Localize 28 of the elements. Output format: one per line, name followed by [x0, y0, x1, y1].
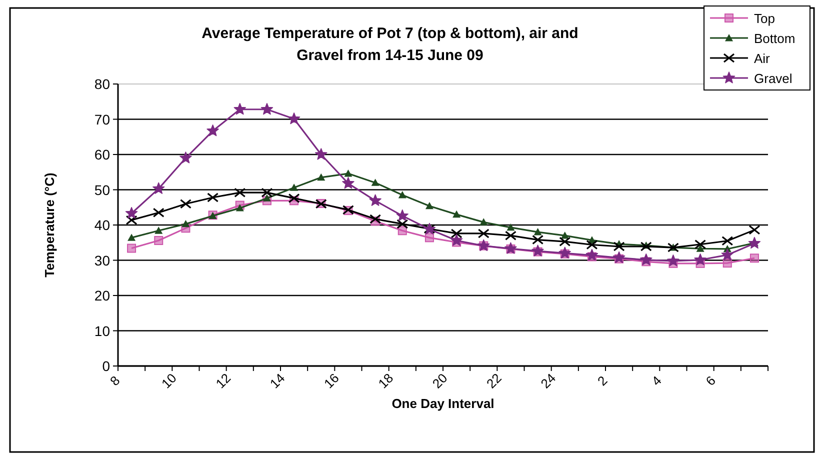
x-tick-label: 2 [594, 372, 610, 389]
legend-label: Gravel [754, 71, 792, 86]
x-tick-label: 20 [429, 370, 450, 392]
legend-label: Bottom [754, 31, 796, 46]
x-tick-label: 8 [106, 372, 123, 389]
x-tick-label: 14 [266, 370, 288, 392]
x-tick-label: 24 [538, 370, 559, 392]
y-tick-label: 40 [94, 217, 110, 233]
y-tick-label: 50 [94, 182, 110, 198]
y-tick-label: 80 [94, 76, 110, 92]
y-tick-label: 60 [94, 146, 110, 162]
y-axis-title: Temperature (°C) [42, 172, 57, 278]
x-tick-label: 18 [375, 370, 396, 392]
y-tick-label: 10 [94, 322, 110, 339]
x-tick-label: 6 [702, 372, 719, 389]
x-tick-label: 22 [484, 370, 504, 392]
legend-label: Air [754, 51, 771, 66]
x-tick-label: 10 [158, 370, 180, 392]
x-axis-title: One Day Interval [392, 396, 494, 411]
y-tick-label: 0 [102, 358, 110, 374]
y-tick-label: 70 [94, 111, 110, 128]
legend-label: Top [754, 11, 775, 26]
x-tick-label: 16 [321, 370, 342, 392]
y-tick-label: 20 [94, 288, 110, 304]
x-tick-label: 12 [212, 370, 234, 392]
x-tick-label: 4 [648, 372, 664, 389]
chart-title: Average Temperature of Pot 7 (top & bottom), air and Gravel from 14-15 June 09 [202, 25, 578, 64]
y-tick-label: 30 [94, 252, 110, 268]
